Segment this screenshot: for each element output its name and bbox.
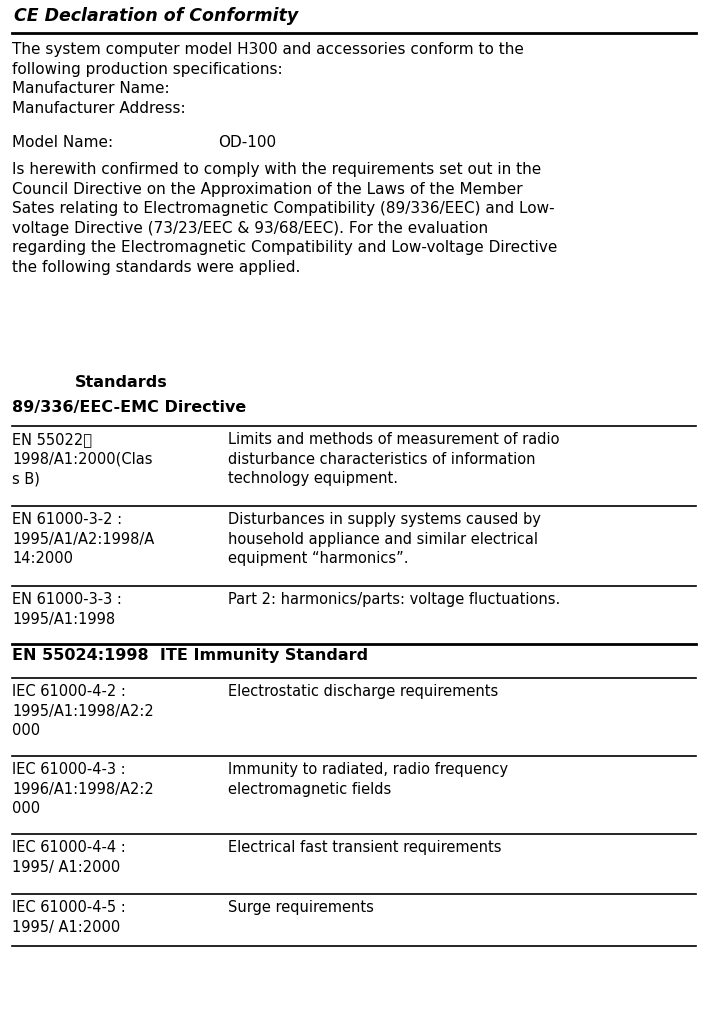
Text: Model Name:: Model Name: [12, 135, 113, 150]
Text: CE Declaration of Conformity: CE Declaration of Conformity [14, 7, 298, 25]
Text: Surge requirements: Surge requirements [228, 900, 374, 915]
Text: IEC 61000-4-2 :
1995/A1:1998/A2:2
000: IEC 61000-4-2 : 1995/A1:1998/A2:2 000 [12, 684, 154, 738]
Text: Part 2: harmonics/parts: voltage fluctuations.: Part 2: harmonics/parts: voltage fluctua… [228, 592, 560, 607]
Text: Immunity to radiated, radio frequency
electromagnetic fields: Immunity to radiated, radio frequency el… [228, 762, 508, 796]
Text: IEC 61000-4-3 :
1996/A1:1998/A2:2
000: IEC 61000-4-3 : 1996/A1:1998/A2:2 000 [12, 762, 154, 816]
Text: Electrical fast transient requirements: Electrical fast transient requirements [228, 840, 501, 855]
Text: EN 55022：
1998/A1:2000(Clas
s B): EN 55022： 1998/A1:2000(Clas s B) [12, 432, 152, 486]
Text: 89/336/EEC-EMC Directive: 89/336/EEC-EMC Directive [12, 400, 246, 415]
Text: IEC 61000-4-4 :
1995/ A1:2000: IEC 61000-4-4 : 1995/ A1:2000 [12, 840, 126, 875]
Text: IEC 61000-4-5 :
1995/ A1:2000: IEC 61000-4-5 : 1995/ A1:2000 [12, 900, 126, 934]
Text: The system computer model H300 and accessories conform to the
following producti: The system computer model H300 and acces… [12, 42, 524, 115]
Text: Electrostatic discharge requirements: Electrostatic discharge requirements [228, 684, 498, 699]
Text: Standards: Standards [75, 375, 168, 390]
Text: EN 61000-3-3 :
1995/A1:1998: EN 61000-3-3 : 1995/A1:1998 [12, 592, 122, 627]
Text: Limits and methods of measurement of radio
disturbance characteristics of inform: Limits and methods of measurement of rad… [228, 432, 559, 486]
Text: EN 55024:1998  ITE Immunity Standard: EN 55024:1998 ITE Immunity Standard [12, 648, 368, 663]
Text: Is herewith confirmed to comply with the requirements set out in the
Council Dir: Is herewith confirmed to comply with the… [12, 162, 557, 275]
Text: OD-100: OD-100 [218, 135, 276, 150]
Text: Disturbances in supply systems caused by
household appliance and similar electri: Disturbances in supply systems caused by… [228, 512, 541, 566]
Text: EN 61000-3-2 :
1995/A1/A2:1998/A
14:2000: EN 61000-3-2 : 1995/A1/A2:1998/A 14:2000 [12, 512, 154, 566]
